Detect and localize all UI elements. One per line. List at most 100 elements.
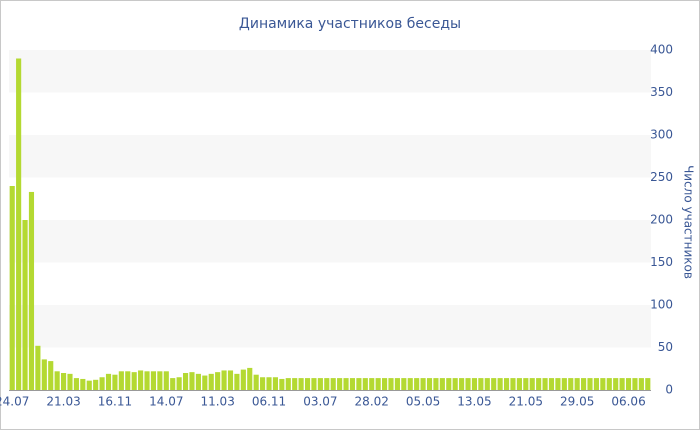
bar	[93, 379, 99, 390]
bar	[311, 378, 317, 390]
bar	[349, 378, 356, 390]
bar	[144, 371, 150, 390]
bar	[16, 58, 22, 390]
bar	[272, 377, 278, 390]
bar	[86, 380, 92, 390]
bar	[163, 371, 169, 390]
bar	[369, 378, 375, 390]
x-tick-label: 14.07	[149, 395, 183, 409]
bar	[625, 378, 632, 390]
grid-band	[9, 220, 651, 263]
y-tick-label: 250	[650, 170, 673, 184]
bar	[555, 378, 561, 390]
bar	[529, 378, 535, 390]
bar	[536, 378, 542, 390]
bar	[22, 220, 28, 390]
bar	[606, 378, 612, 390]
bar	[574, 378, 580, 390]
bar	[195, 373, 201, 390]
bar	[542, 378, 548, 390]
bar	[478, 378, 484, 390]
bar	[317, 378, 323, 390]
bar	[61, 373, 67, 390]
bar	[9, 186, 15, 390]
bar	[215, 372, 221, 390]
bar	[131, 372, 137, 390]
bar	[619, 378, 625, 390]
bar	[516, 378, 522, 390]
bar	[638, 378, 644, 390]
bar	[324, 378, 330, 390]
bar	[253, 374, 259, 390]
bar	[561, 378, 567, 390]
bar	[491, 378, 497, 390]
x-tick-label: 05.05	[406, 395, 440, 409]
bar	[600, 378, 606, 390]
bar	[266, 377, 272, 390]
bar	[279, 378, 285, 390]
bar	[105, 373, 112, 390]
bar	[471, 378, 478, 390]
bar	[240, 369, 246, 390]
bar	[459, 378, 465, 390]
bar	[208, 373, 214, 390]
bar	[221, 370, 227, 390]
grid-band	[9, 50, 651, 93]
bar	[497, 378, 503, 390]
x-tick-label: 24.07	[0, 395, 29, 409]
bar	[356, 378, 362, 390]
bar	[304, 378, 311, 390]
y-tick-label: 200	[650, 213, 673, 227]
bar	[484, 378, 490, 390]
x-tick-label: 28.02	[355, 395, 389, 409]
bar	[234, 373, 240, 390]
bar	[247, 367, 253, 390]
x-tick-label: 29.05	[560, 395, 594, 409]
chart-title: Динамика участников беседы	[239, 16, 461, 32]
grid-band	[9, 135, 651, 178]
bar	[260, 377, 266, 390]
x-tick-label: 21.05	[509, 395, 543, 409]
bar	[433, 378, 439, 390]
bar	[118, 371, 124, 390]
bar	[189, 372, 195, 390]
bar	[362, 378, 368, 390]
bar	[465, 378, 471, 390]
y-tick-label: 400	[650, 43, 673, 57]
y-tick-label: 150	[650, 255, 673, 269]
bar	[170, 378, 176, 390]
bar	[28, 191, 35, 390]
x-tick-label: 16.11	[98, 395, 132, 409]
bar	[375, 378, 381, 390]
bar	[80, 378, 86, 390]
bar	[337, 378, 343, 390]
bar	[112, 374, 118, 390]
bar	[420, 378, 426, 390]
bar	[446, 378, 452, 390]
bar	[523, 378, 529, 390]
bar	[645, 378, 651, 390]
bar	[67, 373, 73, 390]
y-axis-label: Число участников	[682, 165, 696, 279]
bar	[414, 378, 420, 390]
bar	[138, 370, 144, 390]
bar	[41, 359, 47, 390]
bar	[394, 378, 400, 390]
grid-band	[9, 305, 651, 348]
bar	[613, 378, 619, 390]
x-tick-label: 13.05	[457, 395, 491, 409]
bar	[54, 371, 60, 390]
bar	[99, 377, 105, 390]
bar	[157, 371, 163, 390]
bar	[285, 378, 291, 390]
bar	[182, 373, 189, 390]
y-tick-label: 350	[650, 85, 673, 99]
bar	[426, 378, 433, 390]
y-tick-label: 0	[665, 383, 673, 397]
bar	[632, 378, 638, 390]
bar	[401, 378, 407, 390]
bar	[548, 378, 555, 390]
bar	[227, 370, 234, 390]
bar	[343, 378, 349, 390]
